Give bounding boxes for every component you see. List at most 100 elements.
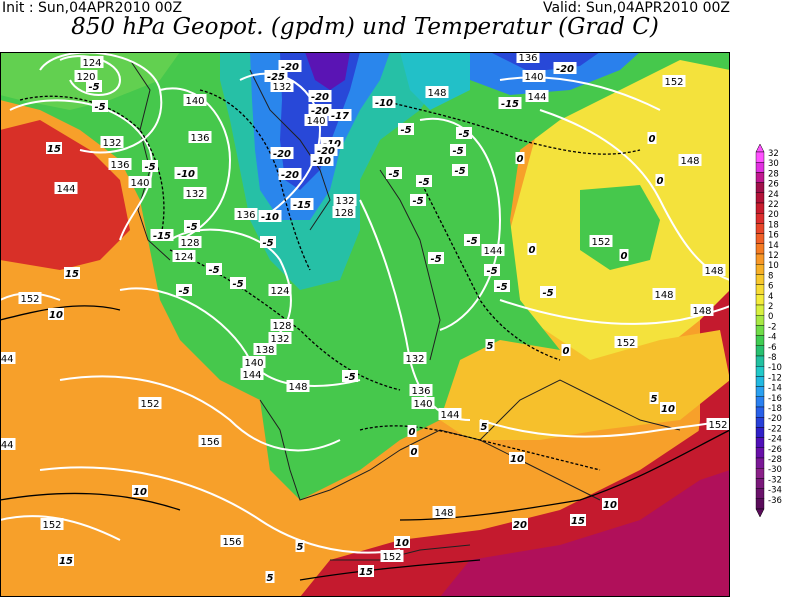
temperature-label-text: 5 (487, 341, 494, 352)
geopotential-label: 128 (270, 319, 294, 332)
temperature-label-bg (258, 210, 282, 222)
geopotential-label-bg (286, 380, 310, 392)
geopotential-label: 144 (0, 352, 16, 365)
temperature-label-bg (515, 152, 525, 164)
temperature-label-bg (58, 554, 74, 566)
geopotential-label-bg (54, 182, 78, 194)
geopotential-label: 124 (268, 284, 292, 297)
temperature-label-text: 5 (297, 542, 304, 553)
temperature-label-text: 5 (651, 394, 658, 405)
temperature-label-bg (184, 220, 200, 232)
temperature-label-bg (132, 485, 148, 497)
temperature-label-text: -5 (344, 372, 355, 383)
geopotential-label: 132 (183, 187, 207, 200)
temperature-label-bg (619, 249, 629, 261)
legend-value: 20 (768, 210, 779, 220)
cold-zone-northeast (460, 52, 640, 95)
temperature-label: -5 (494, 280, 510, 293)
legend-swatch (755, 253, 765, 265)
legend-value: -28 (768, 455, 782, 465)
temperature-label-text: -15 (293, 200, 311, 211)
geopotential-label-text: 140 (130, 178, 149, 189)
geopotential-label-bg (270, 319, 294, 331)
temperature-label-text: -5 (232, 279, 243, 290)
temperature-label-bg (464, 234, 480, 246)
geopotential-label-text: 132 (185, 189, 204, 200)
geopotential-label-bg (652, 288, 676, 300)
temperature-label: 0 (619, 249, 629, 262)
temperature-label-bg (48, 308, 64, 320)
legend-value: -32 (768, 475, 782, 485)
geopotential-label: 136 (409, 384, 433, 397)
temperature-label-bg (410, 194, 426, 206)
temperature-label-text: -10 (375, 98, 393, 109)
temperature-label-bg (386, 167, 402, 179)
geopotential-label: 144 (481, 244, 505, 257)
geopotential-label: 124 (80, 56, 104, 69)
temperature-label: 5 (649, 392, 659, 405)
geopotential-label: 136 (234, 208, 258, 221)
legend-arrow-top (755, 143, 765, 153)
temperature-label-text: -10 (261, 212, 279, 223)
temperature-label: -5 (184, 220, 200, 233)
temperature-label: -5 (450, 144, 466, 157)
temperature-label: 5 (265, 571, 275, 584)
geopotential-label-text: 152 (708, 420, 727, 431)
temperature-label-text: -20 (281, 62, 299, 73)
temperature-label: -5 (410, 194, 426, 207)
temperature-label-bg (308, 104, 332, 116)
temperature-label-text: 10 (603, 500, 617, 511)
geopotential-label-text: 148 (680, 156, 699, 167)
temperature-label: -20 (308, 104, 332, 117)
temperature-label-text: 20 (513, 520, 527, 531)
temperature-label-bg (540, 286, 556, 298)
legend-value: -26 (768, 445, 782, 455)
legend-value: 4 (768, 292, 773, 302)
geopotential-label: 148 (286, 380, 310, 393)
geopotential-label: 128 (332, 206, 356, 219)
temperature-label: 15 (64, 267, 80, 280)
geopotential-label-bg (108, 158, 132, 170)
temperature-label-bg (328, 109, 352, 121)
temperature-label-bg (485, 339, 495, 351)
geopotential-label-bg (304, 114, 328, 126)
geopotential-label-text: 152 (591, 237, 610, 248)
geopotential-label-text: 132 (272, 82, 291, 93)
legend-swatch (755, 417, 765, 428)
geopotential-label: 140 (522, 70, 546, 83)
temperature-label: -5 (456, 127, 472, 140)
legend-value: 26 (768, 180, 779, 190)
temperature-label-text: 10 (661, 404, 675, 415)
legend-value: -18 (768, 404, 782, 414)
geopotential-label-bg (678, 154, 702, 166)
legend-value: 16 (768, 231, 779, 241)
geopotential-label-text: 140 (244, 358, 263, 369)
temperature-label: -5 (260, 236, 276, 249)
geopotential-label-bg (662, 75, 686, 87)
geopotential-label-text: 140 (185, 96, 204, 107)
geopotential-label-text: 148 (704, 266, 723, 277)
geopotential-label-text: 136 (411, 386, 430, 397)
temperature-label: -20 (278, 60, 302, 73)
legend-swatch (755, 233, 765, 244)
legend-swatch (755, 243, 765, 255)
legend-swatch (755, 468, 765, 479)
legend-swatch (755, 172, 765, 183)
geopotential-label: 124 (172, 250, 196, 263)
legend-value: -14 (768, 384, 782, 394)
temperature-label: 15 (58, 554, 74, 567)
geopotential-label-bg (178, 236, 202, 248)
geopotential-label-bg (589, 235, 613, 247)
geopotential-label: 148 (690, 304, 714, 317)
temperature-label-bg (407, 425, 417, 437)
geopotential-label-text: 140 (413, 399, 432, 410)
temperature-label-bg (176, 284, 192, 296)
geopotential-label-bg (425, 86, 449, 98)
geopotential-label: 144 (54, 182, 78, 195)
geopotential-label-text: 152 (616, 338, 635, 349)
legend-swatch (755, 427, 765, 438)
legend-value: -6 (768, 343, 776, 353)
temperature-label-text: -20 (311, 92, 329, 103)
temperature-label-bg (561, 344, 571, 356)
temperature-label-text: 10 (133, 487, 147, 498)
